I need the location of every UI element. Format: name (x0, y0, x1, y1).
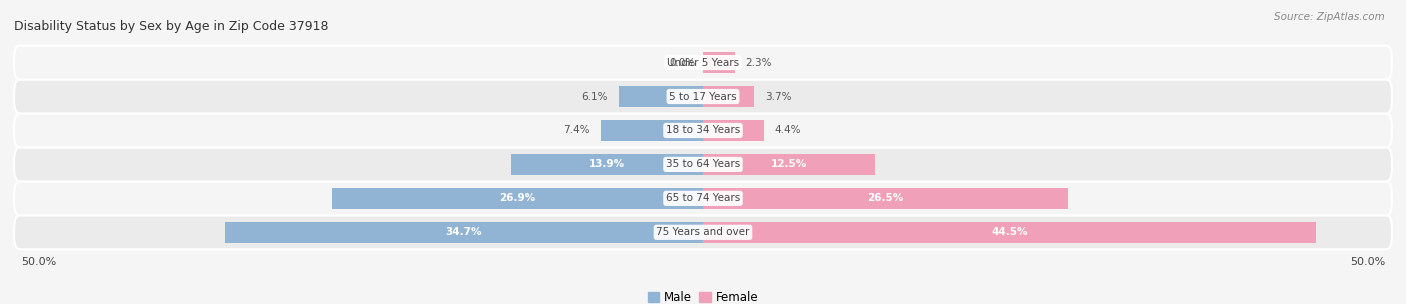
Text: 5 to 17 Years: 5 to 17 Years (669, 92, 737, 102)
Bar (619, 86, 703, 107)
FancyBboxPatch shape (14, 113, 1392, 147)
Text: 4.4%: 4.4% (775, 126, 801, 136)
Bar (703, 188, 1069, 209)
FancyBboxPatch shape (14, 181, 1392, 215)
Bar (600, 120, 703, 141)
Bar (703, 120, 763, 141)
Legend: Male, Female: Male, Female (643, 286, 763, 304)
FancyBboxPatch shape (14, 80, 1392, 113)
Text: 50.0%: 50.0% (21, 257, 56, 267)
Text: 65 to 74 Years: 65 to 74 Years (666, 193, 740, 203)
Bar (703, 222, 1316, 243)
Text: 2.3%: 2.3% (745, 57, 772, 67)
Text: 44.5%: 44.5% (991, 227, 1028, 237)
Text: 35 to 64 Years: 35 to 64 Years (666, 159, 740, 169)
Text: Source: ZipAtlas.com: Source: ZipAtlas.com (1274, 12, 1385, 22)
Bar (332, 188, 703, 209)
Bar (703, 86, 754, 107)
Text: 34.7%: 34.7% (446, 227, 482, 237)
FancyBboxPatch shape (14, 215, 1392, 249)
Text: 50.0%: 50.0% (1350, 257, 1385, 267)
Bar (512, 154, 703, 175)
Text: 0.0%: 0.0% (669, 57, 696, 67)
Text: 12.5%: 12.5% (770, 159, 807, 169)
Text: 26.5%: 26.5% (868, 193, 904, 203)
Bar (703, 154, 875, 175)
Text: Under 5 Years: Under 5 Years (666, 57, 740, 67)
FancyBboxPatch shape (14, 147, 1392, 181)
Text: 7.4%: 7.4% (564, 126, 591, 136)
Text: 3.7%: 3.7% (765, 92, 792, 102)
Text: 6.1%: 6.1% (582, 92, 607, 102)
Text: 26.9%: 26.9% (499, 193, 536, 203)
Text: Disability Status by Sex by Age in Zip Code 37918: Disability Status by Sex by Age in Zip C… (14, 20, 329, 33)
Bar (703, 52, 735, 73)
FancyBboxPatch shape (14, 46, 1392, 80)
Text: 75 Years and over: 75 Years and over (657, 227, 749, 237)
Bar (225, 222, 703, 243)
Text: 13.9%: 13.9% (589, 159, 626, 169)
Text: 18 to 34 Years: 18 to 34 Years (666, 126, 740, 136)
